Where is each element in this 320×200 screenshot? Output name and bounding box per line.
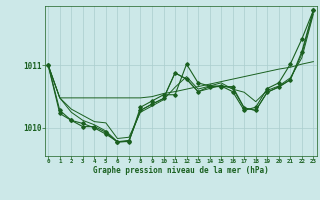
X-axis label: Graphe pression niveau de la mer (hPa): Graphe pression niveau de la mer (hPa) xyxy=(93,166,269,175)
